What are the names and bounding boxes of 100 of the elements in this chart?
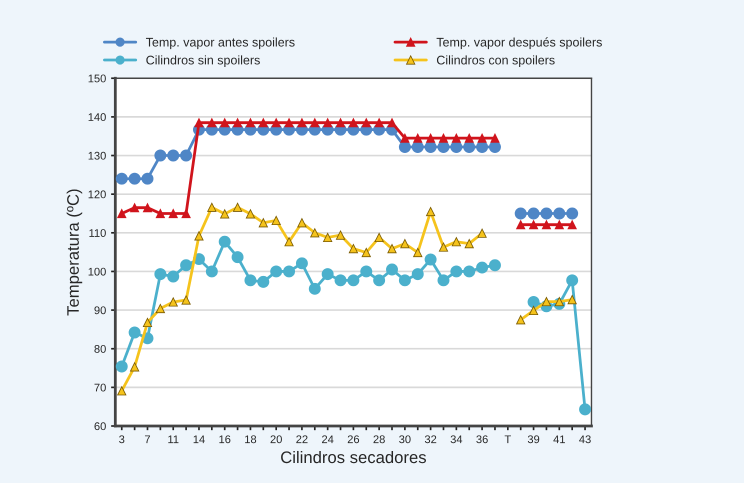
point <box>542 220 552 230</box>
legend-label: Cilindros con spoilers <box>436 55 555 67</box>
x-tick-label: 20 <box>270 435 282 444</box>
point <box>323 118 332 128</box>
x-tick-label: 14 <box>194 435 205 444</box>
point <box>488 141 501 153</box>
x-tick-label: 16 <box>219 435 230 444</box>
point <box>284 118 294 128</box>
point <box>514 208 527 220</box>
point <box>412 268 424 280</box>
point <box>117 386 126 396</box>
point <box>246 118 256 128</box>
point <box>194 118 204 128</box>
point <box>438 141 450 153</box>
point <box>398 141 411 153</box>
x-tick-label: 18 <box>245 435 256 444</box>
y-axis-title: Temperatura (ºC) <box>66 189 82 316</box>
y-tick-label: 130 <box>88 152 106 160</box>
point <box>568 295 577 304</box>
point <box>476 262 488 274</box>
point <box>270 265 282 278</box>
point <box>142 203 152 212</box>
x-tick-label: 43 <box>579 435 591 444</box>
point <box>167 270 180 282</box>
point <box>116 360 128 372</box>
point <box>464 239 474 248</box>
point <box>438 134 448 143</box>
point <box>182 208 191 218</box>
point <box>554 297 564 306</box>
point <box>156 304 165 314</box>
point <box>463 141 476 153</box>
point <box>554 220 564 230</box>
point <box>322 268 334 280</box>
point <box>156 208 165 218</box>
point <box>336 118 346 128</box>
point <box>540 208 552 220</box>
point <box>308 282 321 295</box>
y-tick-label: 90 <box>94 306 106 314</box>
point <box>297 118 307 128</box>
point <box>154 150 166 162</box>
point <box>450 141 462 153</box>
point <box>246 209 256 218</box>
point <box>426 134 436 143</box>
point <box>218 236 231 248</box>
point <box>386 264 398 276</box>
y-tick-label: 140 <box>88 113 106 122</box>
point <box>232 251 244 264</box>
x-tick-label: 26 <box>348 435 360 444</box>
point <box>130 203 140 212</box>
y-tick-label: 120 <box>88 190 106 198</box>
x-tick-label: 32 <box>424 435 436 444</box>
point <box>413 134 422 143</box>
x-tick-label: 3 <box>119 435 124 444</box>
point <box>154 268 166 280</box>
point <box>142 172 154 185</box>
point <box>244 274 256 286</box>
x-tick-label: 36 <box>476 435 488 444</box>
point <box>452 134 461 143</box>
point <box>323 232 332 242</box>
legend-label: Temp. vapor después spoilers <box>436 37 602 50</box>
point <box>142 318 152 328</box>
point <box>220 118 230 128</box>
point <box>297 218 307 228</box>
x-tick-label: 24 <box>322 435 334 444</box>
y-tick-label: 150 <box>88 74 106 82</box>
point <box>542 297 552 306</box>
point <box>334 274 347 286</box>
point <box>283 265 296 278</box>
point <box>452 237 461 246</box>
point <box>478 228 487 238</box>
point <box>566 274 578 286</box>
point <box>476 141 488 153</box>
point <box>566 208 578 220</box>
point <box>464 134 474 143</box>
point <box>182 295 191 305</box>
point <box>426 206 436 216</box>
point <box>516 315 526 324</box>
x-tick-label: 39 <box>528 435 540 444</box>
point <box>257 276 270 288</box>
point <box>450 265 462 278</box>
y-tick-label: 110 <box>89 229 106 237</box>
point <box>128 326 141 338</box>
point <box>424 253 437 266</box>
point <box>232 202 242 212</box>
x-axis-title: Cilindros secadores <box>281 450 426 464</box>
legend-label: Temp. vapor antes spoilers <box>146 37 295 50</box>
point <box>400 239 410 248</box>
point <box>373 274 386 286</box>
point <box>528 208 540 220</box>
point <box>360 265 372 278</box>
point <box>168 208 178 218</box>
point <box>258 218 268 228</box>
point <box>116 172 128 185</box>
point <box>400 134 410 143</box>
legend-label: Cilindros sin spoilers <box>146 55 260 67</box>
point <box>528 220 538 230</box>
point <box>232 118 242 128</box>
x-tick-label: 22 <box>296 435 308 444</box>
y-tick-label: 100 <box>88 268 106 276</box>
x-tick-label: 41 <box>553 435 565 444</box>
